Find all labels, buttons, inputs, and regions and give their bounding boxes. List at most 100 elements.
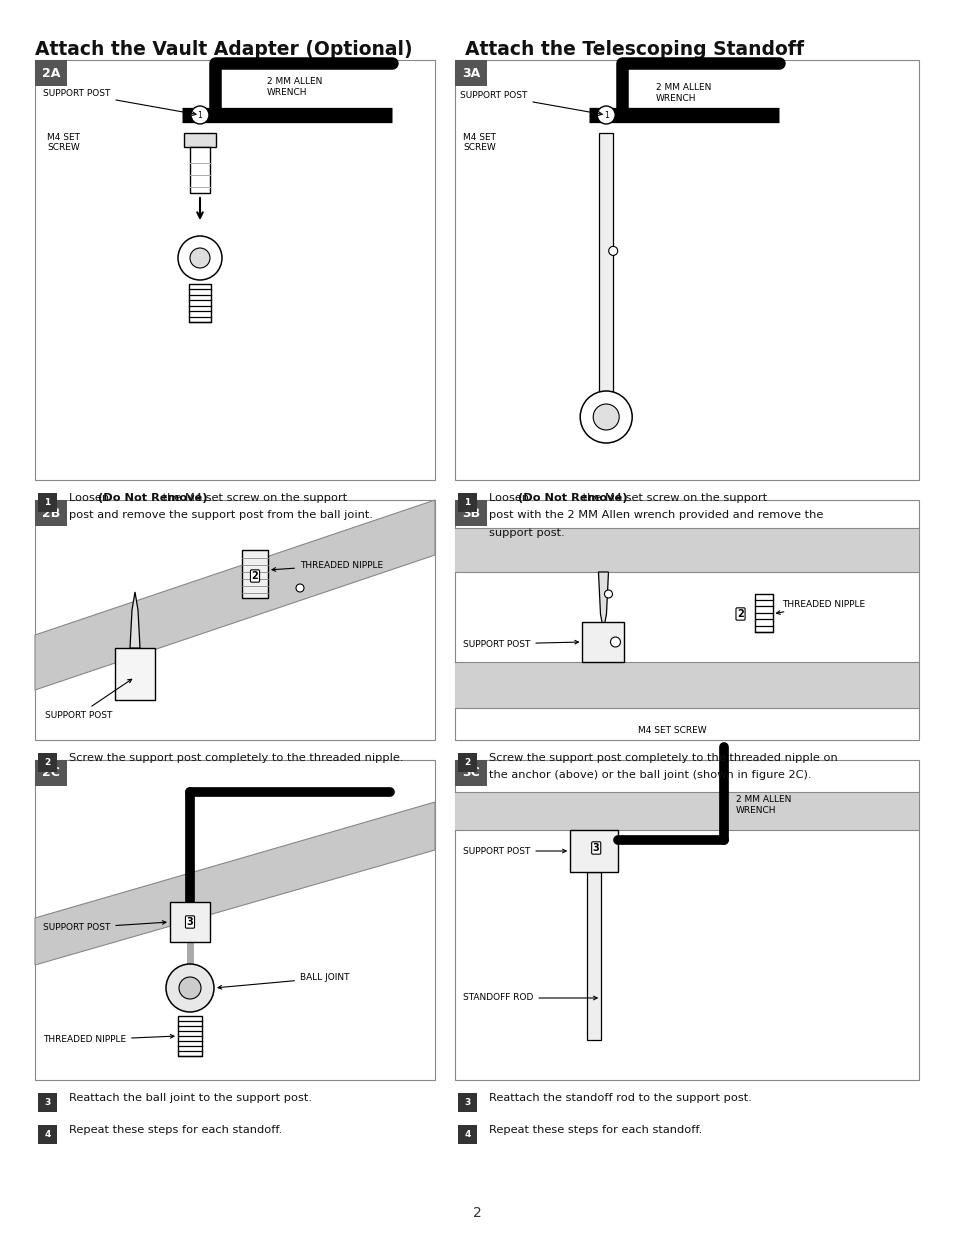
Bar <box>170 902 210 942</box>
Text: 4: 4 <box>44 1130 51 1139</box>
Bar <box>35 760 67 785</box>
Text: SUPPORT POST: SUPPORT POST <box>43 89 195 115</box>
Bar <box>455 529 918 572</box>
Text: 3: 3 <box>464 1098 470 1107</box>
Bar <box>38 1093 57 1112</box>
Bar <box>457 1093 476 1112</box>
Text: STANDOFF ROD: STANDOFF ROD <box>462 993 597 1003</box>
Text: SUPPORT POST: SUPPORT POST <box>462 846 565 856</box>
Text: 2B: 2B <box>42 506 60 520</box>
Text: 1: 1 <box>45 498 51 508</box>
Text: 3B: 3B <box>461 506 479 520</box>
Text: Loosen: Loosen <box>489 493 532 503</box>
Bar <box>178 1016 202 1056</box>
Polygon shape <box>35 802 435 965</box>
Text: Reattach the standoff rod to the support post.: Reattach the standoff rod to the support… <box>489 1093 751 1103</box>
Bar <box>38 1125 57 1144</box>
Text: Loosen: Loosen <box>69 493 112 503</box>
Text: 1: 1 <box>197 110 202 120</box>
Bar <box>455 662 918 708</box>
Bar <box>35 61 435 480</box>
Circle shape <box>178 236 222 280</box>
Text: 2A: 2A <box>42 67 60 79</box>
Bar <box>189 284 211 322</box>
Text: the anchor (above) or the ball joint (shown in figure 2C).: the anchor (above) or the ball joint (sh… <box>489 771 811 781</box>
Text: Repeat these steps for each standoff.: Repeat these steps for each standoff. <box>489 1125 701 1135</box>
Text: 1: 1 <box>464 498 470 508</box>
Text: Attach the Vault Adapter (Optional): Attach the Vault Adapter (Optional) <box>35 40 413 59</box>
Text: 4: 4 <box>464 1130 470 1139</box>
Text: 2: 2 <box>464 758 470 767</box>
Text: Reattach the ball joint to the support post.: Reattach the ball joint to the support p… <box>69 1093 312 1103</box>
Bar <box>38 753 57 772</box>
Text: SUPPORT POST: SUPPORT POST <box>45 679 132 720</box>
Text: post and remove the support post from the ball joint.: post and remove the support post from th… <box>69 510 373 520</box>
Text: 2: 2 <box>472 1207 481 1220</box>
Polygon shape <box>130 592 140 648</box>
Text: Attach the Telescoping Standoff: Attach the Telescoping Standoff <box>464 40 803 59</box>
Text: M4 SET SCREW: M4 SET SCREW <box>638 726 706 735</box>
Text: Repeat these steps for each standoff.: Repeat these steps for each standoff. <box>69 1125 282 1135</box>
Bar <box>455 760 486 785</box>
Bar <box>455 500 918 740</box>
Text: THREADED NIPPLE: THREADED NIPPLE <box>776 599 864 614</box>
Text: 2C: 2C <box>42 767 60 779</box>
Text: SUPPORT POST: SUPPORT POST <box>462 640 578 648</box>
Text: 2 MM ALLEN
WRENCH: 2 MM ALLEN WRENCH <box>656 83 711 103</box>
Text: 3C: 3C <box>461 767 479 779</box>
Text: 2: 2 <box>252 571 258 580</box>
Text: THREADED NIPPLE: THREADED NIPPLE <box>272 561 383 572</box>
Text: the M4 set screw on the support: the M4 set screw on the support <box>159 493 347 503</box>
Bar <box>457 1125 476 1144</box>
Text: SUPPORT POST: SUPPORT POST <box>459 90 601 115</box>
Polygon shape <box>598 572 608 630</box>
Bar <box>598 133 613 395</box>
Circle shape <box>604 590 612 598</box>
Text: 3: 3 <box>592 844 598 853</box>
Text: (Do Not Remove): (Do Not Remove) <box>517 493 626 503</box>
Bar <box>115 648 154 700</box>
Bar <box>754 594 772 632</box>
Bar <box>582 622 624 662</box>
Bar <box>587 872 600 1040</box>
Circle shape <box>190 248 210 268</box>
Text: the M4 set screw on the support: the M4 set screw on the support <box>578 493 766 503</box>
Polygon shape <box>35 500 435 690</box>
Circle shape <box>593 404 618 430</box>
Bar <box>457 493 476 513</box>
Text: 2 MM ALLEN
WRENCH: 2 MM ALLEN WRENCH <box>736 795 791 815</box>
Bar <box>242 550 268 598</box>
Text: 3: 3 <box>45 1098 51 1107</box>
Text: Screw the support post completely to the threaded nipple.: Screw the support post completely to the… <box>69 753 403 763</box>
Circle shape <box>179 977 201 999</box>
Circle shape <box>166 965 213 1011</box>
Circle shape <box>610 637 619 647</box>
Text: 3: 3 <box>187 918 193 927</box>
Bar <box>184 133 215 147</box>
Bar <box>190 147 210 193</box>
Bar <box>455 61 486 86</box>
Text: 2: 2 <box>45 758 51 767</box>
Bar <box>35 500 435 740</box>
Text: (Do Not Remove): (Do Not Remove) <box>97 493 207 503</box>
Bar <box>38 493 57 513</box>
Text: M4 SET
SCREW: M4 SET SCREW <box>47 133 80 152</box>
Bar <box>455 500 486 526</box>
Bar <box>35 760 435 1079</box>
Bar <box>455 760 918 1079</box>
Text: M4 SET
SCREW: M4 SET SCREW <box>462 133 496 152</box>
Bar <box>570 830 618 872</box>
Circle shape <box>191 106 209 124</box>
Bar <box>457 753 476 772</box>
Bar <box>455 792 918 830</box>
Text: BALL JOINT: BALL JOINT <box>218 973 349 989</box>
Text: post with the 2 MM Allen wrench provided and remove the: post with the 2 MM Allen wrench provided… <box>489 510 822 520</box>
Text: Screw the support post completely to the threaded nipple on: Screw the support post completely to the… <box>489 753 837 763</box>
Bar <box>455 61 918 480</box>
Circle shape <box>579 391 632 443</box>
Bar <box>35 61 67 86</box>
Text: 1: 1 <box>603 110 608 120</box>
Text: SUPPORT POST: SUPPORT POST <box>43 920 166 932</box>
Text: support post.: support post. <box>489 527 564 537</box>
Text: 2 MM ALLEN
WRENCH: 2 MM ALLEN WRENCH <box>267 78 322 96</box>
